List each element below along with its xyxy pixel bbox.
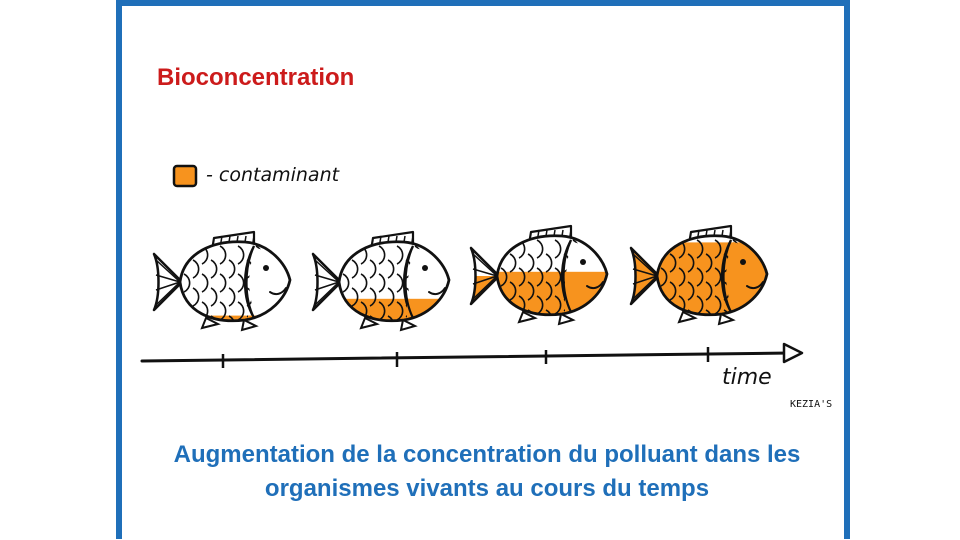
time-axis: time (140, 342, 804, 390)
contaminant-swatch (172, 164, 198, 188)
pelvic-fin (200, 316, 221, 330)
pelvic-fin (517, 310, 538, 324)
mouth (428, 287, 446, 296)
fish-head (726, 242, 767, 310)
eye (263, 265, 269, 271)
eye (740, 259, 746, 265)
slide-title: Bioconcentration (157, 64, 355, 91)
anal-fin (240, 318, 259, 332)
tail (154, 254, 182, 310)
anal-fin (557, 312, 576, 326)
time-axis-arrowhead (782, 342, 804, 364)
pelvic-fin (677, 310, 698, 324)
eye (580, 259, 586, 265)
legend: - contaminant (172, 164, 341, 188)
fish (469, 224, 609, 326)
anal-fin (399, 318, 418, 332)
mouth (586, 281, 604, 290)
contaminant-fill (339, 298, 449, 321)
slide-caption: Augmentation de la concentration du poll… (173, 441, 801, 502)
legend-label: - contaminant (206, 164, 341, 186)
fish (629, 224, 769, 326)
tail (313, 254, 341, 310)
fish (152, 230, 292, 332)
fish (311, 230, 451, 332)
pelvic-fin (359, 316, 380, 330)
fish-head (249, 248, 290, 316)
anal-fin (717, 312, 736, 326)
time-axis-label: time (722, 365, 772, 390)
time-axis-line (140, 351, 792, 363)
contaminant-fill (180, 315, 290, 321)
mouth (269, 287, 287, 296)
eye (422, 265, 428, 271)
fish-row (152, 224, 769, 332)
artist-signature: KEZIA'S (790, 399, 832, 410)
mouth (746, 281, 764, 290)
